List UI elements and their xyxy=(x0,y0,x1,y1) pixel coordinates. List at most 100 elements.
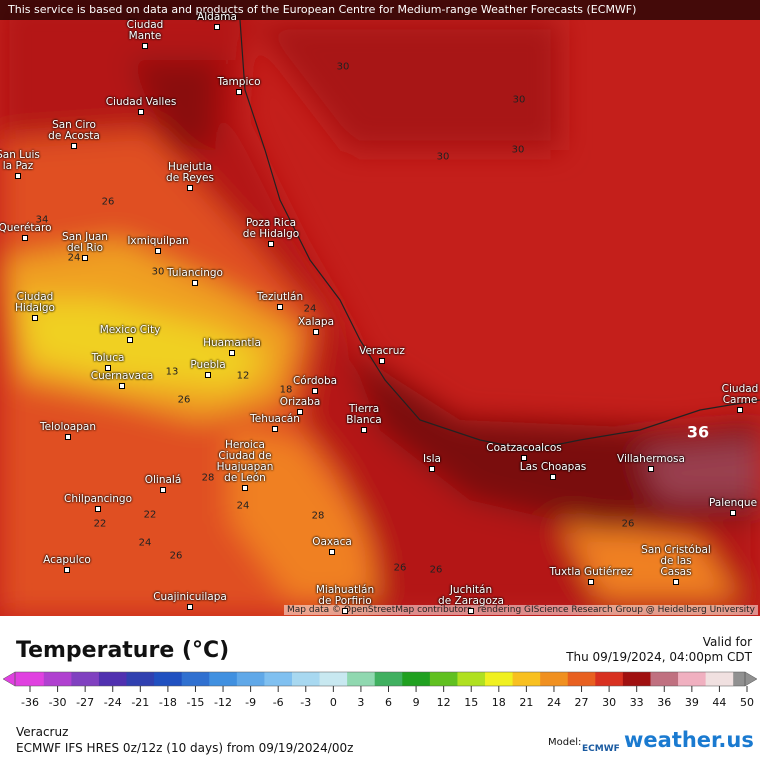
colorbar-tick-label: 30 xyxy=(602,696,617,709)
city-marker xyxy=(15,173,21,179)
contour-label: 24 xyxy=(303,303,317,315)
city-label: Ciudad Valles xyxy=(105,96,177,108)
city-marker xyxy=(277,304,283,310)
colorbar-segment xyxy=(126,672,155,686)
colorbar-segment xyxy=(512,672,541,686)
city-label: Querétaro xyxy=(0,222,52,234)
city-label: San Cristóbal de las Casas xyxy=(641,544,711,578)
city-label: Mexico City xyxy=(99,324,161,336)
colorbar-segment xyxy=(540,672,569,686)
city-label: Cuernavaca xyxy=(90,370,154,382)
city-label: Xalapa xyxy=(297,316,335,328)
city-label: Olinalá xyxy=(144,474,182,486)
colorbar-segment xyxy=(209,672,238,686)
city-marker xyxy=(105,365,111,371)
colorbar-tick-label: 12 xyxy=(436,696,451,709)
colorbar-segment xyxy=(71,672,100,686)
contour-label: 30 xyxy=(436,151,450,163)
city-marker xyxy=(272,426,278,432)
city-label: Tehuacán xyxy=(250,413,300,425)
colorbar-tick-label: 50 xyxy=(740,696,754,709)
colorbar-segment xyxy=(457,672,486,686)
city-label: Las Choapas xyxy=(519,461,587,473)
city-label: Toluca xyxy=(91,352,125,364)
colorbar-segment xyxy=(319,672,348,686)
city-label: Orizaba xyxy=(279,396,321,408)
colorbar-segment xyxy=(678,672,707,686)
city-label: Miahuatlán de Porfirio xyxy=(315,584,375,607)
contour-label: 30 xyxy=(151,266,165,278)
city-marker xyxy=(160,487,166,493)
city-marker xyxy=(127,337,133,343)
contour-label: 24 xyxy=(67,252,81,264)
city-marker xyxy=(361,427,367,433)
colorbar xyxy=(2,671,758,692)
valid-time: Thu 09/19/2024, 04:00pm CDT xyxy=(566,650,752,664)
city-label: San Juan del Rio xyxy=(62,231,108,254)
colorbar-segment xyxy=(733,672,746,686)
city-marker xyxy=(521,455,527,461)
colorbar-tick-label: -15 xyxy=(186,696,205,709)
colorbar-tick-label: 36 xyxy=(657,696,672,709)
colorbar-tick-label: 18 xyxy=(491,696,506,709)
city-marker xyxy=(588,579,594,585)
city-marker xyxy=(22,235,28,241)
city-label: Juchitán de Zaragoza xyxy=(438,584,504,607)
city-marker xyxy=(192,280,198,286)
colorbar-segment xyxy=(264,672,293,686)
colorbar-tick-label: -36 xyxy=(21,696,39,709)
city-label: Cuajinicuilapa xyxy=(153,591,227,603)
city-marker xyxy=(236,89,242,95)
colorbar-segment xyxy=(291,672,321,686)
colorbar-tick-label: 27 xyxy=(574,696,589,709)
contour-label: 26 xyxy=(429,564,443,576)
contour-label: 30 xyxy=(511,144,525,156)
city-label: Ciudad Hidalgo xyxy=(15,291,55,314)
city-marker xyxy=(71,143,77,149)
contour-label: 13 xyxy=(165,366,179,378)
colorbar-arrow-left xyxy=(2,671,16,687)
city-label: Puebla xyxy=(190,359,226,371)
city-label: Poza Rica de Hidalgo xyxy=(242,217,300,240)
colorbar-tick-label: 21 xyxy=(519,696,534,709)
contour-label: 26 xyxy=(393,562,407,574)
contour-label: 34 xyxy=(35,214,49,226)
city-marker xyxy=(142,43,148,49)
colorbar-tick-label: -3 xyxy=(300,696,312,709)
contour-label: 36 xyxy=(686,422,710,442)
city-marker xyxy=(297,409,303,415)
city-marker xyxy=(229,350,235,356)
city-marker xyxy=(32,315,38,321)
contour-label: 18 xyxy=(279,384,293,396)
city-marker xyxy=(155,248,161,254)
city-marker xyxy=(82,255,88,261)
contour-label: 22 xyxy=(93,518,107,530)
colorbar-tick-label: -12 xyxy=(214,696,233,709)
city-label: Veracruz xyxy=(359,345,405,357)
city-marker xyxy=(187,185,193,191)
colorbar-segment xyxy=(485,672,514,686)
colorbar-tick-label: -24 xyxy=(103,696,122,709)
contour-label: 12 xyxy=(236,370,250,382)
colorbar-segment xyxy=(595,672,624,686)
city-label: Heroica Ciudad de Huajuapan de León xyxy=(216,439,274,484)
city-marker xyxy=(214,24,220,30)
valid-label: Valid for xyxy=(702,635,752,649)
city-label: Ciudad Carme xyxy=(721,383,759,406)
colorbar-tick-label: 0 xyxy=(329,696,337,709)
map: This service is based on data and produc… xyxy=(0,0,760,616)
colorbar-segment xyxy=(43,672,72,686)
contour-label: 26 xyxy=(621,518,635,530)
city-marker xyxy=(550,474,556,480)
colorbar-tick-label: -9 xyxy=(245,696,257,709)
colorbar-tick-label: -18 xyxy=(158,696,177,709)
city-label: Tulancingo xyxy=(167,267,223,279)
city-marker xyxy=(138,109,144,115)
model-label: Model: xyxy=(548,737,582,748)
colorbar-tick-label: 15 xyxy=(464,696,479,709)
city-marker xyxy=(329,549,335,555)
city-label: Tierra Blanca xyxy=(346,403,382,426)
colorbar-segment xyxy=(429,672,458,686)
colorbar-segment xyxy=(236,672,265,686)
